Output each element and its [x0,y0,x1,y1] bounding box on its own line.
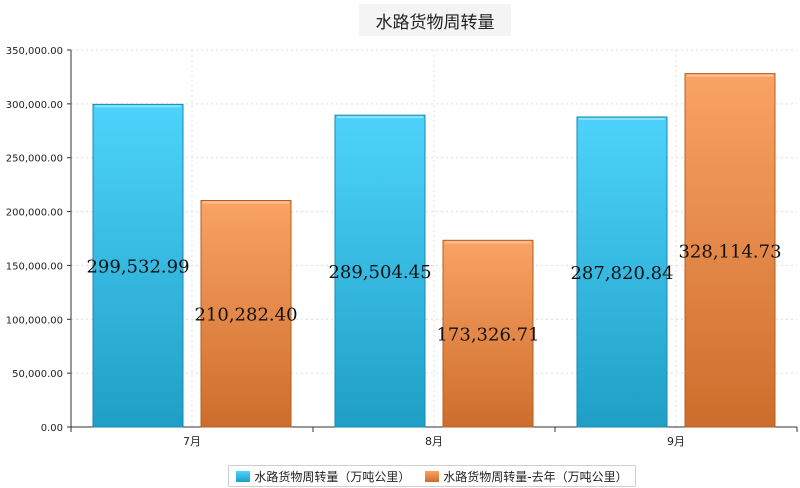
x-tick-label: 9月 [667,435,685,448]
data-label: 299,532.99 [86,257,189,278]
bar-highlight [687,74,773,77]
legend-swatch-series-1 [236,470,251,482]
y-tick-label: 350,000.00 [6,46,63,57]
legend-item-series-2[interactable]: 水路货物周转量-去年（万吨公里） [425,468,628,485]
data-label: 173,326.71 [436,325,539,346]
data-label: 289,504.45 [328,262,431,283]
y-tick-label: 50,000.00 [12,369,63,380]
bar-series-1 [576,116,668,428]
bar-series-1 [92,103,184,428]
y-tick-label: 100,000.00 [6,315,63,326]
bar-highlight [337,116,423,119]
data-label: 328,114.73 [678,241,781,262]
y-tick-label: 0.00 [41,423,63,434]
legend-item-series-1[interactable]: 水路货物周转量（万吨公里） [236,468,410,485]
legend-swatch-series-2 [425,470,440,482]
legend: 水路货物周转量（万吨公里） 水路货物周转量-去年（万吨公里） [228,465,636,487]
chart-title: 水路货物周转量 [359,4,511,36]
legend-label-series-2: 水路货物周转量-去年（万吨公里） [443,469,628,484]
legend-label-series-1: 水路货物周转量（万吨公里） [254,469,411,484]
bar-highlight [95,105,181,108]
bars [92,73,776,428]
bar-series-2 [200,199,292,428]
bar-highlight [445,241,531,244]
axes: 0.00 50,000.00 100,000.00 150,000.00 200,000… [6,46,798,448]
bar-series-2 [442,239,534,428]
data-label: 210,282.40 [194,305,297,326]
y-tick-label: 200,000.00 [6,208,63,219]
y-tick-label: 150,000.00 [6,261,63,272]
y-tick-label: 250,000.00 [6,154,63,165]
data-label: 287,820.84 [570,263,673,284]
bar-highlight [579,117,665,120]
x-tick-label: 7月 [183,435,201,448]
x-tick-label: 8月 [425,435,443,448]
y-tick-label: 300,000.00 [6,100,63,111]
data-labels: 299,532.99 210,282.40 289,504.45 173,326.71… [86,241,781,345]
bar-series-2 [684,73,776,428]
bar-highlight [203,201,289,204]
grid [71,49,797,427]
bar-series-1 [334,114,426,428]
